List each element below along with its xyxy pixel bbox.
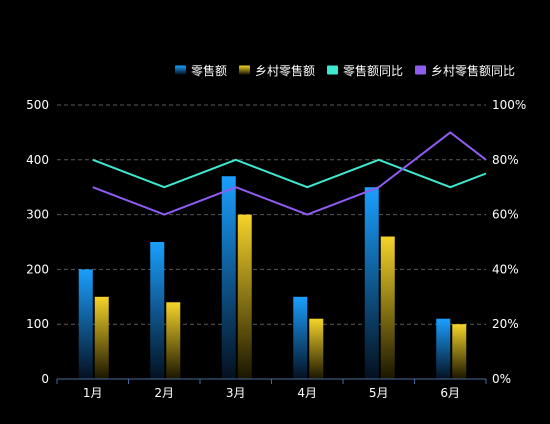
bar-retail[interactable] — [364, 187, 379, 379]
y-left-tick-label: 200 — [26, 262, 49, 276]
x-tick-label: 5月 — [369, 386, 389, 400]
legend-label: 零售额同比 — [343, 63, 403, 78]
y-right-tick-label: 60% — [492, 208, 519, 222]
legend-label: 乡村零售额 — [255, 63, 315, 78]
axis-layer: 0 0% 100 20% 200 40% 300 60% 400 80% 500 100% 1月 2月 3月… — [26, 98, 526, 400]
legend-item[interactable]: 乡村零售额 — [239, 63, 315, 78]
bar-rural-retail[interactable] — [309, 318, 324, 379]
bar-retail[interactable] — [436, 318, 451, 379]
lines-layer — [92, 131, 487, 216]
bar-rural-retail[interactable] — [166, 302, 181, 379]
legend-swatch — [175, 65, 186, 75]
line-series-rural-retail-yoy[interactable] — [92, 131, 487, 216]
legend-label: 乡村零售额同比 — [431, 63, 515, 78]
bar-rural-retail[interactable] — [237, 214, 252, 379]
legend-swatch — [239, 65, 250, 75]
bar-retail[interactable] — [221, 176, 236, 379]
y-left-tick-label: 0 — [41, 372, 49, 386]
y-right-tick-label: 0% — [492, 372, 511, 386]
bar-rural-retail[interactable] — [94, 296, 109, 379]
grid-layer — [57, 104, 486, 325]
y-right-tick-label: 80% — [492, 153, 519, 167]
legend-item[interactable]: 零售额 — [175, 63, 227, 78]
x-tick-label: 6月 — [440, 386, 460, 400]
bar-retail[interactable] — [150, 242, 165, 379]
bar-rural-retail[interactable] — [380, 236, 395, 379]
y-left-tick-label: 100 — [26, 317, 49, 331]
chart-legend[interactable]: 零售额 乡村零售额 零售额同比 乡村零售额同比 — [175, 63, 515, 78]
legend-item[interactable]: 零售额同比 — [327, 63, 403, 78]
y-right-tick-label: 100% — [492, 98, 526, 112]
bar-retail[interactable] — [293, 296, 308, 379]
x-tick-label: 1月 — [83, 386, 103, 400]
y-left-tick-label: 500 — [26, 98, 49, 112]
bar-retail[interactable] — [78, 269, 93, 379]
legend-label: 零售额 — [191, 63, 227, 78]
y-right-tick-label: 20% — [492, 317, 519, 331]
legend-swatch — [327, 65, 338, 75]
y-left-tick-label: 400 — [26, 153, 49, 167]
bars-layer — [78, 176, 467, 379]
x-tick-label: 2月 — [154, 386, 174, 400]
bar-rural-retail[interactable] — [452, 324, 467, 379]
legend-item[interactable]: 乡村零售额同比 — [415, 63, 515, 78]
line-series-retail-yoy[interactable] — [92, 158, 487, 189]
legend-swatch — [415, 65, 426, 75]
x-tick-label: 3月 — [226, 386, 246, 400]
y-right-tick-label: 40% — [492, 262, 519, 276]
x-tick-label: 4月 — [297, 386, 317, 400]
y-left-tick-label: 300 — [26, 208, 49, 222]
